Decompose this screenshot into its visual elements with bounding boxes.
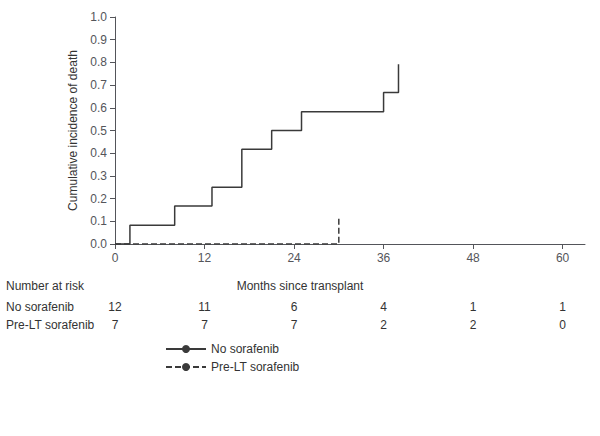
- svg-text:7: 7: [112, 318, 119, 332]
- svg-text:0: 0: [559, 318, 566, 332]
- svg-text:0.9: 0.9: [90, 33, 107, 47]
- svg-text:Months since transplant: Months since transplant: [237, 279, 364, 293]
- svg-text:4: 4: [380, 300, 387, 314]
- svg-text:6: 6: [291, 300, 298, 314]
- svg-text:0.8: 0.8: [90, 55, 107, 69]
- svg-text:7: 7: [201, 318, 208, 332]
- svg-text:0.0: 0.0: [90, 237, 107, 251]
- svg-text:48: 48: [466, 251, 480, 265]
- svg-text:Pre-LT sorafenib: Pre-LT sorafenib: [6, 318, 95, 332]
- svg-text:No sorafenib: No sorafenib: [6, 300, 74, 314]
- svg-text:Pre-LT sorafenib: Pre-LT sorafenib: [211, 360, 300, 374]
- svg-text:Cumulative incidence of death: Cumulative incidence of death: [66, 50, 80, 211]
- svg-text:1: 1: [559, 300, 566, 314]
- svg-text:1.0: 1.0: [90, 10, 107, 24]
- svg-text:Number at risk: Number at risk: [6, 279, 85, 293]
- svg-text:12: 12: [198, 251, 212, 265]
- svg-text:2: 2: [470, 318, 477, 332]
- svg-text:0.1: 0.1: [90, 214, 107, 228]
- svg-text:12: 12: [108, 300, 122, 314]
- svg-text:1: 1: [470, 300, 477, 314]
- svg-text:11: 11: [198, 300, 211, 314]
- svg-text:0.4: 0.4: [90, 146, 107, 160]
- svg-text:0.6: 0.6: [90, 101, 107, 115]
- svg-text:24: 24: [287, 251, 301, 265]
- svg-text:2: 2: [380, 318, 387, 332]
- svg-text:0.2: 0.2: [90, 192, 107, 206]
- svg-text:0.5: 0.5: [90, 124, 107, 138]
- svg-text:0.3: 0.3: [90, 169, 107, 183]
- svg-text:No sorafenib: No sorafenib: [211, 342, 279, 356]
- svg-text:0: 0: [112, 251, 119, 265]
- svg-text:0.7: 0.7: [90, 78, 107, 92]
- svg-text:60: 60: [556, 251, 570, 265]
- svg-text:36: 36: [377, 251, 391, 265]
- svg-text:7: 7: [291, 318, 298, 332]
